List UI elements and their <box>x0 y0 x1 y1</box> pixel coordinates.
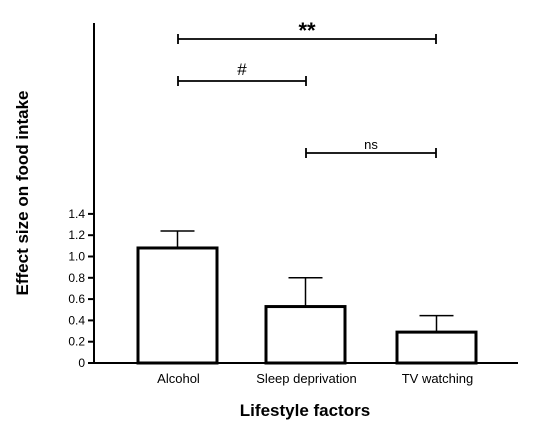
y-tick-label: 1.2 <box>68 228 85 242</box>
bar-alcohol <box>136 246 219 365</box>
bar-sleep-deprivation <box>264 305 347 365</box>
significance-label: # <box>237 60 247 79</box>
x-axis-title: Lifestyle factors <box>240 401 370 420</box>
significance-label: ** <box>298 18 316 43</box>
x-category-label: Alcohol <box>157 371 200 386</box>
y-tick-label: 0.6 <box>68 292 85 306</box>
x-category-label: Sleep deprivation <box>256 371 356 386</box>
significance-label: ns <box>364 137 378 152</box>
y-tick-label: 0.8 <box>68 271 85 285</box>
bar-tv-watching <box>395 330 478 365</box>
x-category-label: TV watching <box>402 371 474 386</box>
y-tick-label: 0 <box>78 356 85 370</box>
y-axis: 0 0.2 0.4 0.6 0.8 1.0 1.2 1.4 <box>68 23 95 370</box>
y-tick-label: 1.0 <box>68 250 85 264</box>
error-bars <box>160 230 454 333</box>
y-tick-label: 0.4 <box>68 313 85 327</box>
x-axis: Alcohol Sleep deprivation TV watching <box>93 362 518 386</box>
bars <box>136 246 478 365</box>
significance-brackets: ** # ns <box>177 18 437 158</box>
y-tick-label: 1.4 <box>68 207 85 221</box>
y-tick-label: 0.2 <box>68 335 85 349</box>
y-axis-title: Effect size on food intake <box>13 91 32 296</box>
